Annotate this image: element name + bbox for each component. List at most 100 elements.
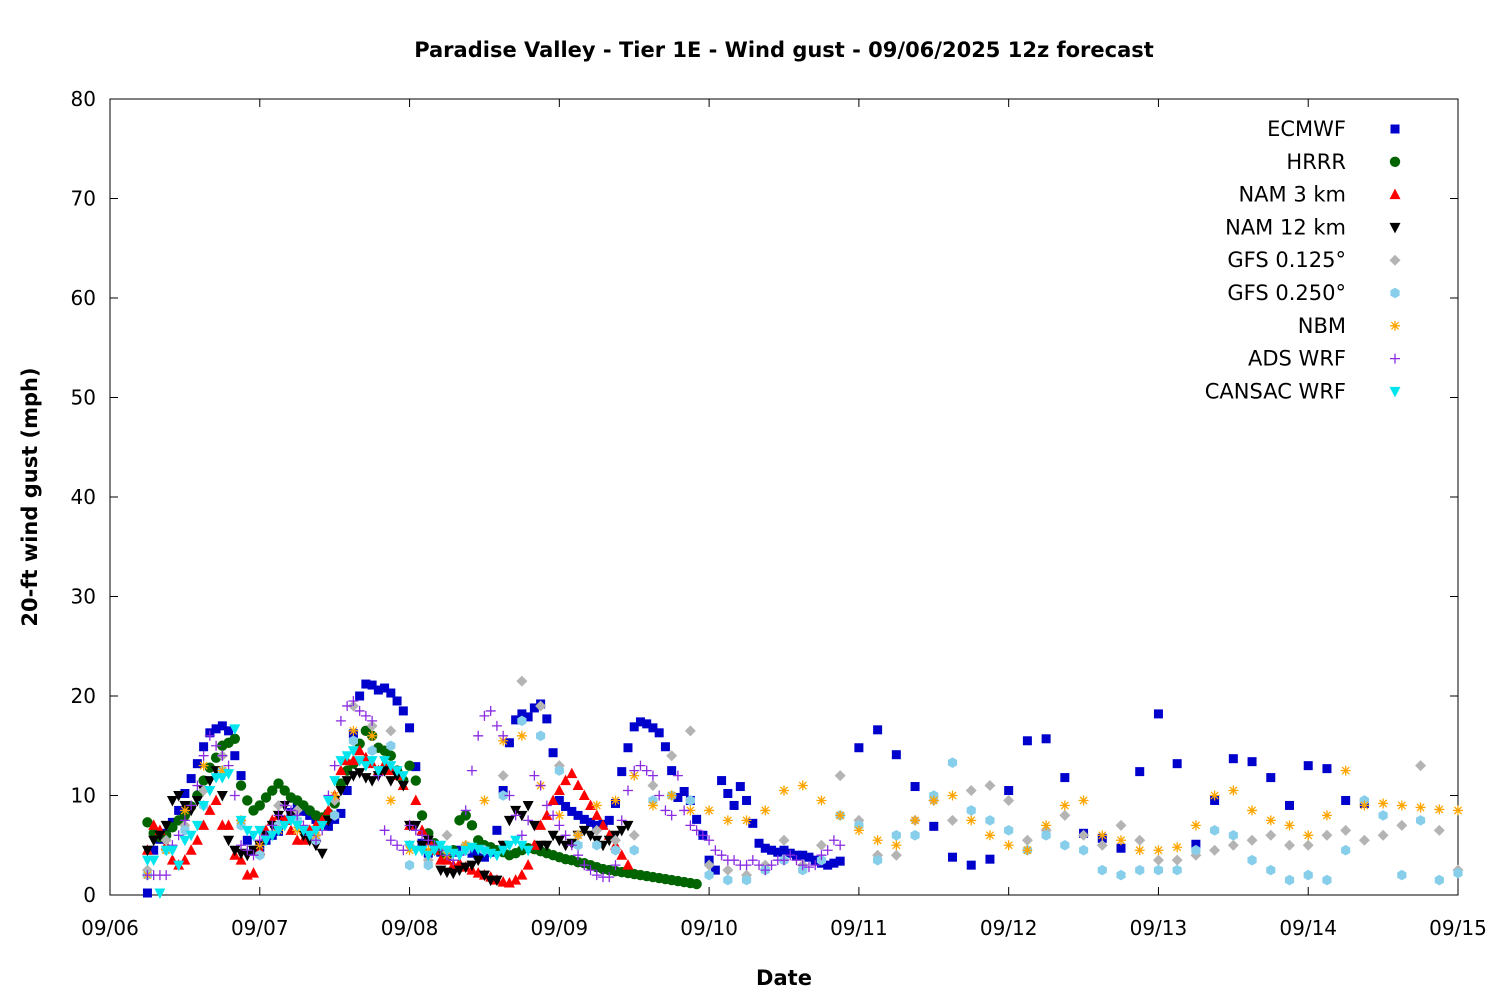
- data-point: [1265, 829, 1277, 841]
- data-point: [622, 785, 633, 796]
- data-point: [735, 782, 745, 792]
- data-point: [229, 845, 241, 857]
- y-axis-label: 20-ft wind gust (mph): [18, 367, 42, 626]
- data-point: [779, 855, 789, 866]
- data-point: [704, 869, 714, 881]
- data-point: [910, 815, 921, 826]
- data-point: [160, 820, 172, 832]
- data-point: [503, 840, 515, 852]
- data-point: [536, 730, 546, 742]
- data-point: [985, 854, 995, 864]
- data-point: [211, 740, 222, 751]
- data-point: [516, 869, 528, 880]
- data-point: [330, 810, 340, 821]
- data-point: [516, 810, 528, 822]
- data-point: [248, 830, 260, 842]
- data-point: [248, 867, 260, 878]
- data-point: [236, 840, 247, 851]
- data-point: [1284, 820, 1295, 831]
- legend-marker: [1390, 320, 1400, 331]
- data-point: [342, 700, 353, 711]
- data-point: [423, 859, 433, 871]
- data-point: [355, 691, 365, 701]
- data-point: [1209, 844, 1221, 856]
- data-point: [797, 860, 808, 871]
- data-point: [285, 805, 296, 816]
- data-point: [635, 717, 645, 727]
- data-point: [186, 800, 197, 811]
- data-point: [173, 860, 185, 872]
- data-point: [566, 767, 578, 779]
- data-point: [1116, 869, 1126, 881]
- data-point: [460, 840, 471, 851]
- data-point: [622, 820, 634, 832]
- legend-marker: [1390, 353, 1400, 364]
- x-tick-label: 09/11: [830, 916, 888, 940]
- data-point: [366, 776, 378, 787]
- data-point: [347, 754, 359, 766]
- data-point: [586, 817, 596, 827]
- data-point: [891, 840, 902, 851]
- data-point: [235, 815, 247, 827]
- data-point: [148, 855, 160, 867]
- x-tick-label: 09/06: [81, 916, 139, 940]
- data-point: [260, 835, 272, 847]
- data-point: [372, 766, 384, 777]
- data-point: [729, 800, 739, 810]
- data-point: [1153, 709, 1163, 719]
- data-point: [829, 858, 839, 868]
- data-point: [466, 765, 477, 776]
- legend-label: ECMWF: [1267, 117, 1346, 141]
- x-tick-label: 09/12: [980, 916, 1038, 940]
- data-point: [547, 830, 559, 842]
- data-point: [273, 778, 284, 789]
- data-point: [691, 878, 702, 890]
- data-point: [360, 773, 372, 784]
- data-point: [235, 780, 247, 791]
- legend-label: NAM 12 km: [1225, 215, 1346, 239]
- data-point: [224, 726, 234, 736]
- data-point: [285, 824, 297, 835]
- data-point: [254, 800, 265, 811]
- data-point: [385, 761, 397, 772]
- data-point: [747, 855, 758, 866]
- data-point: [460, 845, 472, 857]
- data-point: [1322, 874, 1332, 886]
- data-point: [242, 835, 252, 845]
- data-point: [354, 744, 366, 756]
- data-point: [692, 814, 702, 824]
- data-point: [404, 760, 415, 771]
- data-point: [398, 706, 408, 716]
- data-point: [1303, 830, 1314, 841]
- data-point: [492, 825, 502, 835]
- data-point: [1004, 825, 1014, 836]
- data-point: [154, 830, 166, 842]
- data-point: [616, 849, 628, 860]
- data-point: [516, 730, 527, 741]
- data-point: [335, 764, 347, 776]
- data-point: [1228, 785, 1239, 796]
- data-point: [342, 786, 352, 796]
- data-point: [1415, 760, 1427, 772]
- data-point: [198, 750, 209, 761]
- data-point: [610, 834, 621, 846]
- data-point: [523, 815, 534, 826]
- data-point: [673, 792, 683, 802]
- data-point: [229, 790, 240, 801]
- data-point: [1341, 844, 1351, 856]
- data-point: [297, 825, 309, 837]
- data-point: [685, 795, 695, 806]
- data-point: [1359, 800, 1370, 811]
- data-point: [1209, 790, 1220, 801]
- x-axis-label: Date: [756, 966, 812, 990]
- data-point: [335, 786, 347, 797]
- data-point: [815, 839, 827, 851]
- data-point: [1266, 773, 1276, 783]
- data-point: [367, 680, 377, 690]
- data-point: [1097, 830, 1108, 841]
- data-point: [354, 768, 366, 779]
- data-point: [517, 715, 527, 727]
- data-point: [366, 756, 378, 767]
- data-point: [798, 850, 808, 860]
- data-point: [528, 820, 540, 832]
